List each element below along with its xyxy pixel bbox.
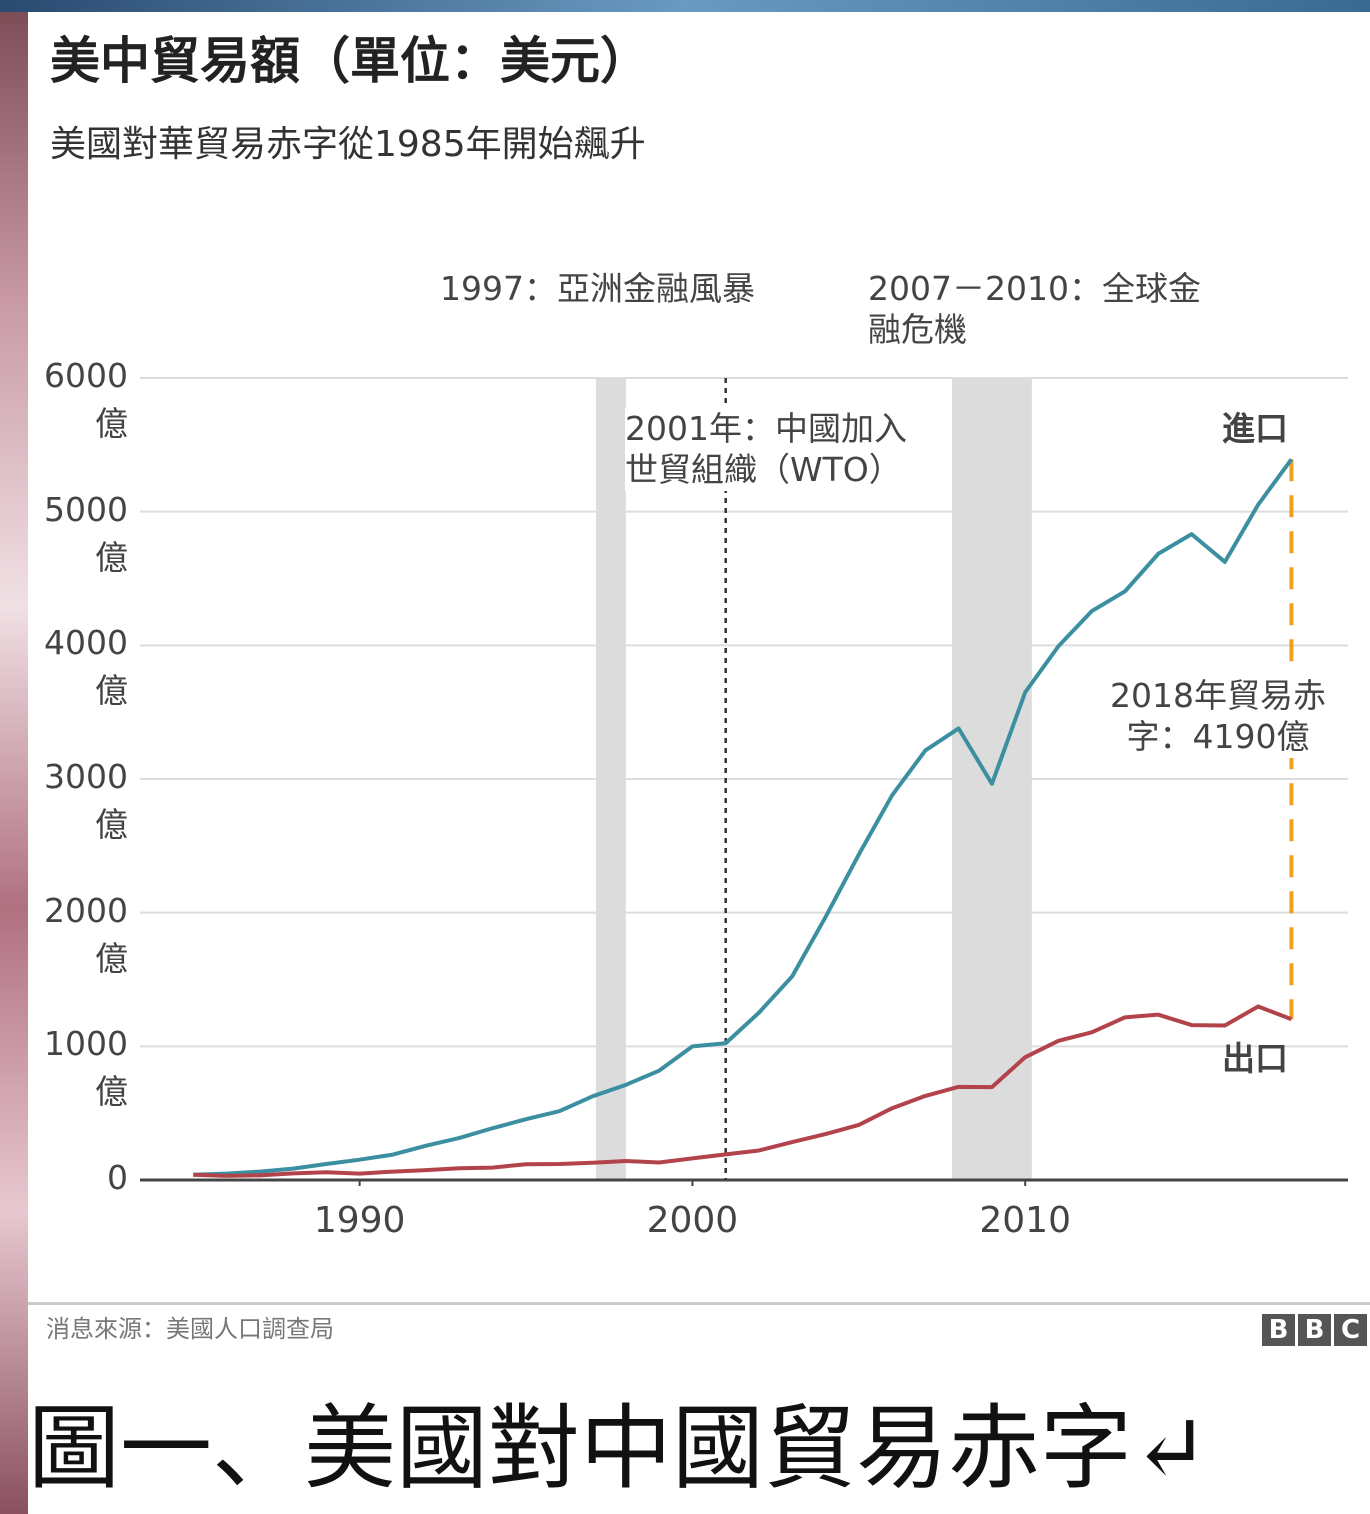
- chart-subtitle: 美國對華貿易赤字從1985年開始飆升: [50, 122, 646, 167]
- legend-label: 出口: [1222, 1038, 1288, 1079]
- x-tick-label: 1990: [300, 1200, 420, 1241]
- chart-title: 美中貿易額（單位：美元）: [50, 30, 650, 93]
- annotation: 1997：亞洲金融風暴: [440, 268, 755, 309]
- logo-letter: B: [1262, 1314, 1295, 1346]
- page: 美中貿易額（單位：美元） 美國對華貿易赤字從1985年開始飆升 消息來源：美國人…: [0, 0, 1370, 1514]
- y-tick-label: 1000 億: [38, 1020, 128, 1116]
- divider: [28, 1302, 1370, 1305]
- y-tick-label: 6000 億: [38, 352, 128, 448]
- annotation: 2001年：中國加入 世貿組織（WTO）: [625, 408, 907, 491]
- x-tick-label: 2010: [965, 1200, 1085, 1241]
- logo-letter: B: [1298, 1314, 1331, 1346]
- line-series: [193, 459, 1291, 1175]
- y-tick-label: 3000 億: [38, 753, 128, 849]
- y-tick-label: 0: [38, 1154, 128, 1202]
- y-tick-label: 4000 億: [38, 619, 128, 715]
- y-tick-label: 5000 億: [38, 486, 128, 582]
- annotation: 2007－2010：全球金 融危機: [868, 268, 1201, 351]
- caption: 圖一、美國對中國貿易赤字↵: [28, 1398, 1209, 1499]
- screenshot: 美中貿易額（單位：美元） 美國對華貿易赤字從1985年開始飆升 消息來源：美國人…: [0, 0, 1370, 1514]
- source: 消息來源：美國人口調查局: [46, 1314, 334, 1344]
- y-tick-label: 2000 億: [38, 887, 128, 983]
- line-series: [193, 1007, 1291, 1176]
- logo-letter: C: [1334, 1314, 1367, 1346]
- chart: [0, 0, 1370, 1300]
- annotation: 2018年貿易赤 字：4190億: [1110, 675, 1326, 758]
- legend-label: 進口: [1222, 408, 1288, 449]
- x-tick-label: 2000: [632, 1200, 752, 1241]
